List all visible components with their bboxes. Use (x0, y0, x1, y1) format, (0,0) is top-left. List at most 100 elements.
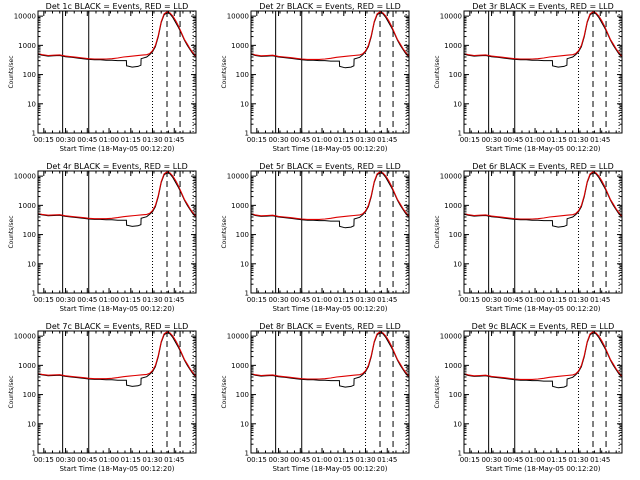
y-tick-label: 10000 (14, 13, 36, 21)
y-tick-label: 100 (23, 71, 36, 79)
y-tick-label: 10 (27, 420, 36, 428)
x-tick-label: 00:45 (503, 136, 523, 144)
chart-panel: Det 4r BLACK = Events, RED = LLD 1 10 100 10… (8, 162, 197, 313)
x-tick-label: 00:45 (77, 456, 97, 464)
y-tick-label: 1000 (231, 362, 249, 370)
y-tick-label: 1 (458, 130, 462, 138)
plot-frame (250, 170, 410, 294)
x-tick-label: 01:00 (312, 136, 332, 144)
lld-series-line (464, 171, 622, 220)
y-axis-label: Counts/sec (8, 215, 15, 248)
events-series-line (251, 12, 409, 69)
plot-frame (37, 330, 197, 454)
y-axis-label: Counts/sec (8, 55, 15, 88)
x-tick-label: 00:30 (481, 296, 501, 304)
lld-series-line (251, 171, 409, 220)
x-tick-label: 00:45 (503, 296, 523, 304)
x-tick-label: 00:30 (268, 136, 288, 144)
x-tick-label: 00:15 (460, 456, 480, 464)
x-tick-label: 00:15 (247, 136, 267, 144)
y-tick-label: 10000 (227, 13, 249, 21)
y-tick-label: 10 (27, 260, 36, 268)
y-tick-label: 10000 (14, 173, 36, 181)
plot-frame (463, 330, 623, 454)
x-tick-label: 01:45 (377, 136, 397, 144)
y-axis-label: Counts/sec (8, 375, 15, 408)
x-tick-label: 00:45 (503, 456, 523, 464)
events-series-line (38, 332, 196, 387)
y-tick-label: 1 (245, 290, 249, 298)
x-tick-label: 01:00 (525, 296, 545, 304)
x-tick-label: 01:00 (99, 136, 119, 144)
y-tick-label: 1000 (231, 202, 249, 210)
y-tick-label: 10 (240, 100, 249, 108)
x-tick-label: 00:30 (55, 296, 75, 304)
x-tick-label: 01:15 (547, 136, 567, 144)
x-tick-label: 01:45 (590, 456, 610, 464)
y-tick-label: 1 (245, 450, 249, 458)
y-axis-label: Counts/sec (221, 375, 228, 408)
x-tick-label: 01:15 (334, 136, 354, 144)
events-series-line (38, 12, 196, 68)
x-tick-label: 01:00 (312, 296, 332, 304)
y-tick-label: 1000 (18, 362, 36, 370)
chart-panel: Det 7c BLACK = Events, RED = LLD 1 10 100 10… (8, 322, 197, 473)
y-tick-label: 100 (236, 231, 249, 239)
y-tick-label: 1 (458, 290, 462, 298)
y-tick-label: 100 (236, 391, 249, 399)
panel-title: Det 7c BLACK = Events, RED = LLD (46, 322, 189, 331)
panel-title: Det 2r BLACK = Events, RED = LLD (259, 2, 401, 11)
chart-panel: Det 1c BLACK = Events, RED = LLD 1 10 100 10… (8, 2, 197, 153)
lld-series-line (251, 331, 409, 380)
events-series-line (464, 332, 622, 389)
lld-series-line (38, 171, 196, 220)
x-axis-label: Start Time (18-May-05 00:12:20) (59, 305, 174, 313)
x-axis-label: Start Time (18-May-05 00:12:20) (272, 305, 387, 313)
lld-series-line (251, 11, 409, 60)
panel-title: Det 4r BLACK = Events, RED = LLD (46, 162, 188, 171)
x-tick-label: 01:15 (121, 456, 141, 464)
x-axis-label: Start Time (18-May-05 00:12:20) (485, 145, 600, 153)
plot-frame (250, 10, 410, 134)
x-tick-label: 01:30 (355, 456, 375, 464)
y-tick-label: 100 (236, 71, 249, 79)
chart-panel: Det 8r BLACK = Events, RED = LLD 1 10 100 10… (221, 322, 410, 473)
y-tick-label: 1 (458, 450, 462, 458)
x-tick-label: 01:15 (334, 296, 354, 304)
x-axis-label: Start Time (18-May-05 00:12:20) (485, 305, 600, 313)
y-tick-label: 10000 (14, 333, 36, 341)
lld-series-line (38, 11, 196, 60)
x-tick-label: 00:45 (290, 296, 310, 304)
y-tick-label: 10000 (440, 13, 462, 21)
x-tick-label: 00:30 (268, 456, 288, 464)
x-tick-label: 01:15 (121, 296, 141, 304)
lld-series-line (38, 331, 196, 380)
x-tick-label: 01:15 (334, 456, 354, 464)
x-tick-label: 00:45 (290, 136, 310, 144)
x-axis-label: Start Time (18-May-05 00:12:20) (272, 465, 387, 473)
x-tick-label: 00:15 (460, 136, 480, 144)
y-tick-label: 100 (23, 391, 36, 399)
lld-series-line (464, 11, 622, 60)
x-tick-label: 01:15 (121, 136, 141, 144)
x-tick-label: 01:30 (568, 456, 588, 464)
x-tick-label: 00:15 (34, 296, 54, 304)
lld-series-line (464, 331, 622, 380)
plot-frame (37, 10, 197, 134)
x-tick-label: 01:30 (142, 296, 162, 304)
panel-title: Det 1c BLACK = Events, RED = LLD (46, 2, 189, 11)
x-tick-label: 01:30 (142, 136, 162, 144)
y-axis-label: Counts/sec (434, 55, 441, 88)
plot-frame (463, 10, 623, 134)
x-axis-label: Start Time (18-May-05 00:12:20) (272, 145, 387, 153)
y-tick-label: 1 (245, 130, 249, 138)
x-tick-label: 01:30 (568, 136, 588, 144)
y-axis-label: Counts/sec (434, 375, 441, 408)
x-tick-label: 00:15 (34, 136, 54, 144)
plot-frame (37, 170, 197, 294)
x-tick-label: 01:15 (547, 296, 567, 304)
x-axis-label: Start Time (18-May-05 00:12:20) (59, 145, 174, 153)
x-tick-label: 01:45 (164, 136, 184, 144)
panel-title: Det 8r BLACK = Events, RED = LLD (259, 322, 401, 331)
